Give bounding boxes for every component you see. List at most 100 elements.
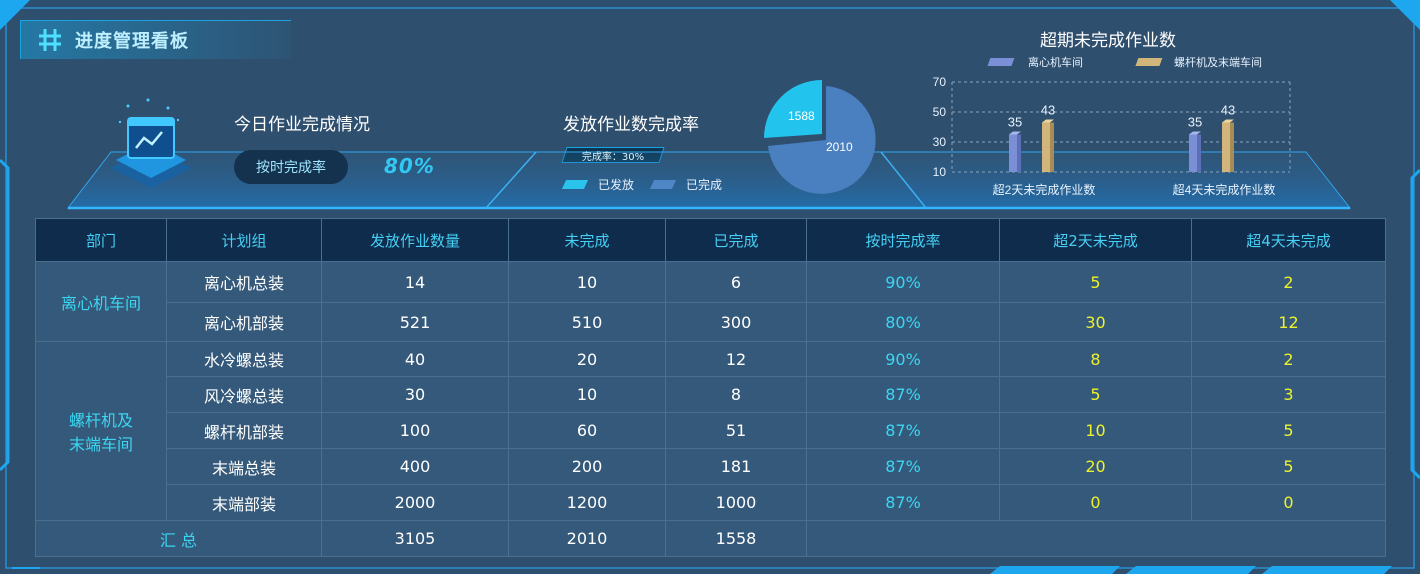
table-cell: 风冷螺总装 — [166, 376, 322, 413]
table-row: 风冷螺总装 30 10 8 87% 5 3 — [36, 376, 1386, 413]
table-cell: 87% — [806, 484, 1000, 521]
table-cell: 离心机总装 — [166, 261, 322, 303]
chart-window-icon — [110, 98, 192, 188]
table-cell: 30 — [321, 376, 509, 413]
table-cell: 末端部装 — [166, 484, 322, 521]
legend-done: 已完成 — [649, 176, 723, 193]
table-cell: 521 — [321, 302, 509, 342]
pie-slice-released — [764, 80, 822, 138]
table-cell: 87% — [806, 448, 1000, 485]
total-empty-cell — [806, 520, 1386, 557]
col-header: 部门 — [35, 218, 167, 262]
legend-label: 已完成 — [686, 178, 723, 192]
today-title: 今日作业完成情况 — [234, 115, 370, 135]
chart-gridlines — [951, 81, 1291, 173]
chart-categories: 超2天未完成作业数 超4天未完成作业数 — [993, 182, 1276, 197]
bar — [1009, 131, 1021, 172]
table-cell: 30 — [999, 302, 1192, 342]
table-row: 末端部装 2000 1200 1000 87% 0 0 — [36, 484, 1386, 521]
table-cell: 2 — [1191, 341, 1386, 377]
bar — [1042, 119, 1054, 172]
table-cell: 2000 — [321, 484, 509, 521]
total-label: 汇 总 — [35, 520, 322, 557]
table-cell: 0 — [999, 484, 1192, 521]
bar-value-label: 43 — [1221, 103, 1235, 118]
table-cell: 40 — [321, 341, 509, 377]
summary-platform — [66, 151, 1352, 210]
table-row: 螺杆机部装 100 60 51 87% 10 5 — [36, 412, 1386, 449]
pie-label-released: 1588 — [788, 109, 815, 123]
legend-screw: 螺杆机及末端车间 — [1135, 55, 1262, 69]
total-cell: 1558 — [665, 520, 807, 557]
category-label: 超2天未完成作业数 — [993, 182, 1096, 197]
legend-centrifuge: 离心机车间 — [987, 55, 1083, 69]
bar-value-label: 35 — [1188, 115, 1202, 130]
table-cell: 90% — [806, 261, 1000, 303]
col-header: 超4天未完成 — [1191, 218, 1386, 262]
col-header: 按时完成率 — [806, 218, 1000, 262]
table-cell: 100 — [321, 412, 509, 449]
table-cell: 2 — [1191, 261, 1386, 303]
legend-released: 已发放 — [561, 176, 635, 193]
table-cell: 5 — [1191, 448, 1386, 485]
table-cell: 87% — [806, 376, 1000, 413]
hash-icon — [39, 29, 61, 51]
table-cell: 离心机部装 — [166, 302, 322, 342]
pie-label-done: 2010 — [826, 140, 853, 154]
legend-swatch — [561, 180, 589, 189]
table-cell: 510 — [508, 302, 666, 342]
ontime-rate-pill: 按时完成率 — [234, 150, 348, 184]
col-header: 已完成 — [665, 218, 807, 262]
table-cell: 5 — [999, 261, 1192, 303]
table-cell: 6 — [665, 261, 807, 303]
chart-yticks: 70 50 30 10 — [933, 75, 947, 179]
bar-value-label: 43 — [1041, 103, 1055, 118]
total-cell: 3105 — [321, 520, 509, 557]
bar — [1189, 131, 1201, 172]
total-row: 汇 总 3105 2010 1558 — [35, 520, 1386, 557]
table-cell: 181 — [665, 448, 807, 485]
legend-label: 离心机车间 — [1028, 55, 1083, 69]
table-cell: 80% — [806, 302, 1000, 342]
table-cell: 20 — [999, 448, 1192, 485]
table-row: 离心机部装 521 510 300 80% 30 12 — [36, 302, 1386, 342]
table-cell: 90% — [806, 341, 1000, 377]
col-header: 计划组 — [166, 218, 322, 262]
completion-rate-tag: 完成率：30% — [564, 147, 662, 163]
release-title: 发放作业数完成率 — [563, 115, 699, 135]
dept-cell: 离心机车间 — [35, 261, 167, 342]
ytick-label: 50 — [933, 105, 947, 119]
pie-slice-done — [768, 86, 876, 194]
col-header: 未完成 — [508, 218, 666, 262]
overdue-title: 超期未完成作业数 — [1040, 31, 1176, 51]
table-header-row: 部门 计划组 发放作业数量 未完成 已完成 按时完成率 超2天未完成 超4天未完… — [35, 218, 1386, 262]
ytick-label: 10 — [933, 165, 947, 179]
bar — [1222, 119, 1234, 172]
progress-table: 部门 计划组 发放作业数量 未完成 已完成 按时完成率 超2天未完成 超4天未完… — [35, 218, 1386, 557]
table-cell: 螺杆机部装 — [166, 412, 322, 449]
category-label: 超4天未完成作业数 — [1173, 182, 1276, 197]
bar-value-label: 35 — [1008, 115, 1022, 130]
table-cell: 8 — [999, 341, 1192, 377]
table-cell: 0 — [1191, 484, 1386, 521]
table-cell: 10 — [999, 412, 1192, 449]
release-pie-chart: 1588 2010 — [764, 80, 876, 194]
col-header: 发放作业数量 — [321, 218, 509, 262]
table-cell: 1200 — [508, 484, 666, 521]
legend-label: 螺杆机及末端车间 — [1174, 55, 1262, 69]
page-title: 进度管理看板 — [75, 31, 189, 52]
table-cell: 8 — [665, 376, 807, 413]
dept-cell: 螺杆机及末端车间 — [35, 341, 167, 521]
table-cell: 14 — [321, 261, 509, 303]
table-cell: 3 — [1191, 376, 1386, 413]
table-row: 离心机车间 离心机总装 14 10 6 90% 5 2 — [35, 261, 1386, 342]
legend-label: 已发放 — [598, 178, 635, 192]
ontime-rate-value: 80% — [384, 154, 435, 178]
table-cell: 末端总装 — [166, 448, 322, 485]
chart-bars: 35 43 35 43 — [1008, 103, 1235, 172]
table-cell: 1000 — [665, 484, 807, 521]
table-cell: 200 — [508, 448, 666, 485]
col-header: 超2天未完成 — [999, 218, 1192, 262]
table-cell: 10 — [508, 261, 666, 303]
table-row: 螺杆机及末端车间 水冷螺总装 40 20 12 90% 8 2 — [35, 341, 1386, 521]
